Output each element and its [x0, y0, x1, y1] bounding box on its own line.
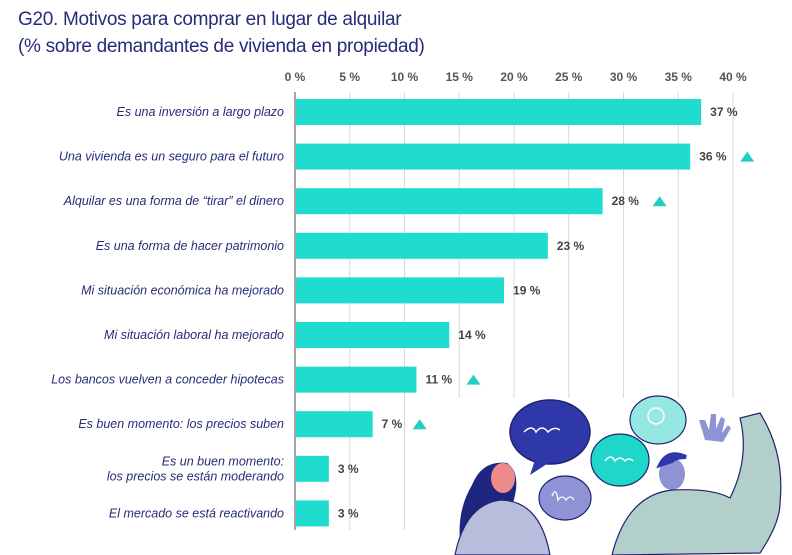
chart-title: G20. Motivos para comprar en lugar de al… — [18, 6, 425, 60]
category-label: Mi situación económica ha mejorado — [81, 283, 284, 297]
x-tick-label: 35 % — [665, 70, 693, 84]
increase-triangle-icon — [412, 419, 427, 430]
increase-triangle-icon — [740, 151, 755, 162]
bar — [296, 188, 603, 215]
increase-triangle-icon — [466, 374, 481, 385]
value-label: 14 % — [458, 328, 486, 342]
category-label: Es un buen momento: — [162, 454, 284, 468]
category-label: los precios se están moderando — [107, 469, 284, 483]
x-tick-label: 20 % — [500, 70, 528, 84]
bar — [296, 277, 505, 304]
bar — [296, 455, 329, 482]
category-label: Mi situación laboral ha mejorado — [104, 328, 284, 342]
x-tick-label: 0 % — [285, 70, 306, 84]
bar — [296, 500, 329, 527]
value-label: 23 % — [557, 239, 585, 253]
bar — [296, 143, 691, 170]
bar — [296, 99, 702, 125]
category-label: Es buen momento: los precios suben — [78, 417, 284, 431]
category-label: Es una forma de hacer patrimonio — [96, 239, 284, 253]
bar — [296, 411, 373, 438]
category-label: Una vivienda es un seguro para el futuro — [59, 150, 284, 164]
x-tick-label: 15 % — [446, 70, 474, 84]
category-label: Los bancos vuelven a conceder hipotecas — [51, 373, 284, 387]
value-label: 3 % — [338, 506, 359, 520]
category-label: Alquilar es una forma de “tirar” el dine… — [63, 194, 284, 208]
increase-triangle-icon — [652, 196, 667, 207]
bar — [296, 232, 548, 259]
x-tick-label: 10 % — [391, 70, 419, 84]
title-line-1: G20. Motivos para comprar en lugar de al… — [18, 9, 402, 30]
bar — [296, 366, 417, 393]
value-label: 11 % — [425, 373, 452, 387]
value-label: 36 % — [699, 150, 727, 164]
people-talking-illustration — [440, 395, 792, 555]
category-label: Es una inversión a largo plazo — [117, 105, 285, 119]
x-tick-label: 30 % — [610, 70, 638, 84]
value-label: 7 % — [382, 417, 403, 431]
value-label: 28 % — [612, 194, 640, 208]
bar — [296, 322, 450, 348]
value-label: 19 % — [513, 283, 541, 297]
value-label: 3 % — [338, 462, 359, 476]
title-line-2: (% sobre demandantes de vivienda en prop… — [18, 36, 425, 57]
value-label: 37 % — [710, 105, 738, 119]
x-tick-label: 25 % — [555, 70, 583, 84]
x-tick-label: 5 % — [339, 70, 360, 84]
category-label: El mercado se está reactivando — [109, 506, 284, 520]
x-tick-label: 40 % — [719, 70, 747, 84]
